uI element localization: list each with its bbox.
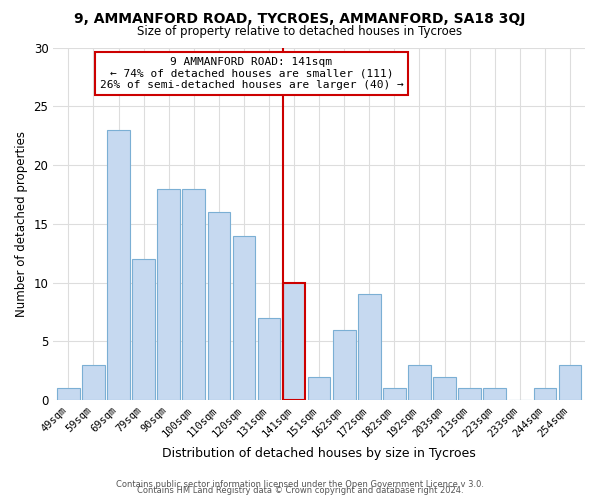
Bar [182, 188, 205, 400]
Bar [82, 365, 105, 400]
Text: Contains HM Land Registry data © Crown copyright and database right 2024.: Contains HM Land Registry data © Crown c… [137, 486, 463, 495]
Bar [458, 388, 481, 400]
Text: 9, AMMANFORD ROAD, TYCROES, AMMANFORD, SA18 3QJ: 9, AMMANFORD ROAD, TYCROES, AMMANFORD, S… [74, 12, 526, 26]
Bar [484, 388, 506, 400]
Text: Contains public sector information licensed under the Open Government Licence v : Contains public sector information licen… [116, 480, 484, 489]
Bar [383, 388, 406, 400]
Bar [208, 212, 230, 400]
Bar [559, 365, 581, 400]
Bar [57, 388, 80, 400]
Bar [408, 365, 431, 400]
Bar [333, 330, 356, 400]
Bar [533, 388, 556, 400]
Bar [283, 282, 305, 400]
Bar [233, 236, 255, 400]
Y-axis label: Number of detached properties: Number of detached properties [15, 131, 28, 317]
Bar [257, 318, 280, 400]
X-axis label: Distribution of detached houses by size in Tycroes: Distribution of detached houses by size … [162, 447, 476, 460]
Bar [358, 294, 380, 400]
Bar [157, 188, 180, 400]
Bar [433, 376, 456, 400]
Text: Size of property relative to detached houses in Tycroes: Size of property relative to detached ho… [137, 25, 463, 38]
Bar [107, 130, 130, 400]
Bar [132, 259, 155, 400]
Bar [308, 376, 331, 400]
Text: 9 AMMANFORD ROAD: 141sqm
← 74% of detached houses are smaller (111)
26% of semi-: 9 AMMANFORD ROAD: 141sqm ← 74% of detach… [100, 57, 403, 90]
